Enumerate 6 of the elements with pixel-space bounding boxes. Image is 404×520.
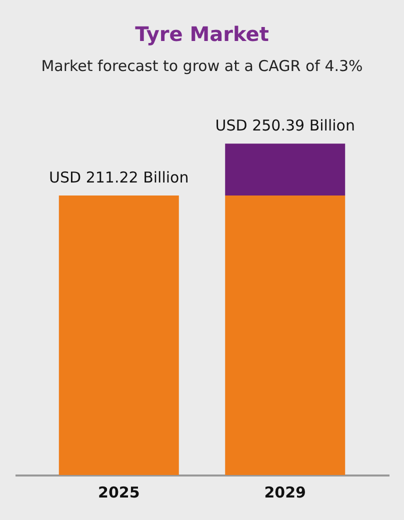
total-label: USD 250.39 Billion (215, 116, 355, 135)
chart-title: Tyre Market (135, 22, 270, 46)
chart-subtitle: Market forecast to grow at a CAGR of 4.3% (41, 57, 363, 75)
total-label: USD 211.22 Billion (49, 168, 189, 186)
x-tick-label: 2025 (98, 484, 140, 502)
x-tick-label: 2029 (264, 484, 306, 502)
